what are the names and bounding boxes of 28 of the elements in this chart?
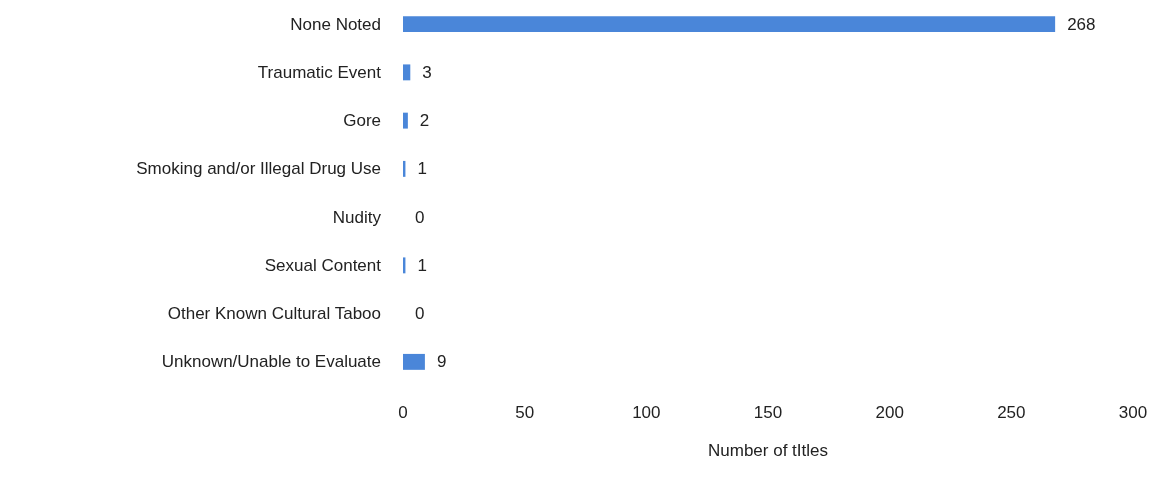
data-label: 0: [415, 207, 425, 227]
data-label: 1: [417, 255, 427, 275]
x-tick-label: 0: [398, 403, 408, 422]
data-label: 2: [419, 111, 430, 131]
x-tick-label: 100: [632, 403, 661, 422]
bar: [403, 353, 425, 370]
x-tick-label: 200: [875, 403, 904, 422]
bar: [403, 16, 1056, 33]
data-label: 268: [1067, 14, 1096, 34]
y-tick-label: Smoking and/or Illegal Drug Use: [136, 159, 381, 179]
bar: [403, 112, 408, 129]
data-label: 1: [417, 159, 427, 179]
y-tick-label: None Noted: [290, 14, 381, 34]
data-label: 9: [436, 352, 447, 372]
y-tick-label: Unknown/Unable to Evaluate: [161, 352, 381, 372]
x-tick-label: 300: [1118, 403, 1148, 422]
bar: [403, 64, 411, 81]
x-axis-title: Number of tItles: [708, 441, 828, 460]
x-tick-label: 150: [753, 403, 783, 422]
y-tick-label: Sexual Content: [264, 255, 382, 275]
y-tick-label: Other Known Cultural Taboo: [167, 304, 381, 324]
x-tick-label: 250: [997, 403, 1026, 422]
y-tick-label: Traumatic Event: [257, 62, 382, 82]
data-label: 0: [415, 304, 425, 324]
x-tick-label: 50: [515, 403, 535, 422]
y-tick-label: Gore: [343, 111, 381, 131]
data-label: 3: [422, 62, 432, 82]
y-tick-label: Nudity: [332, 207, 382, 227]
